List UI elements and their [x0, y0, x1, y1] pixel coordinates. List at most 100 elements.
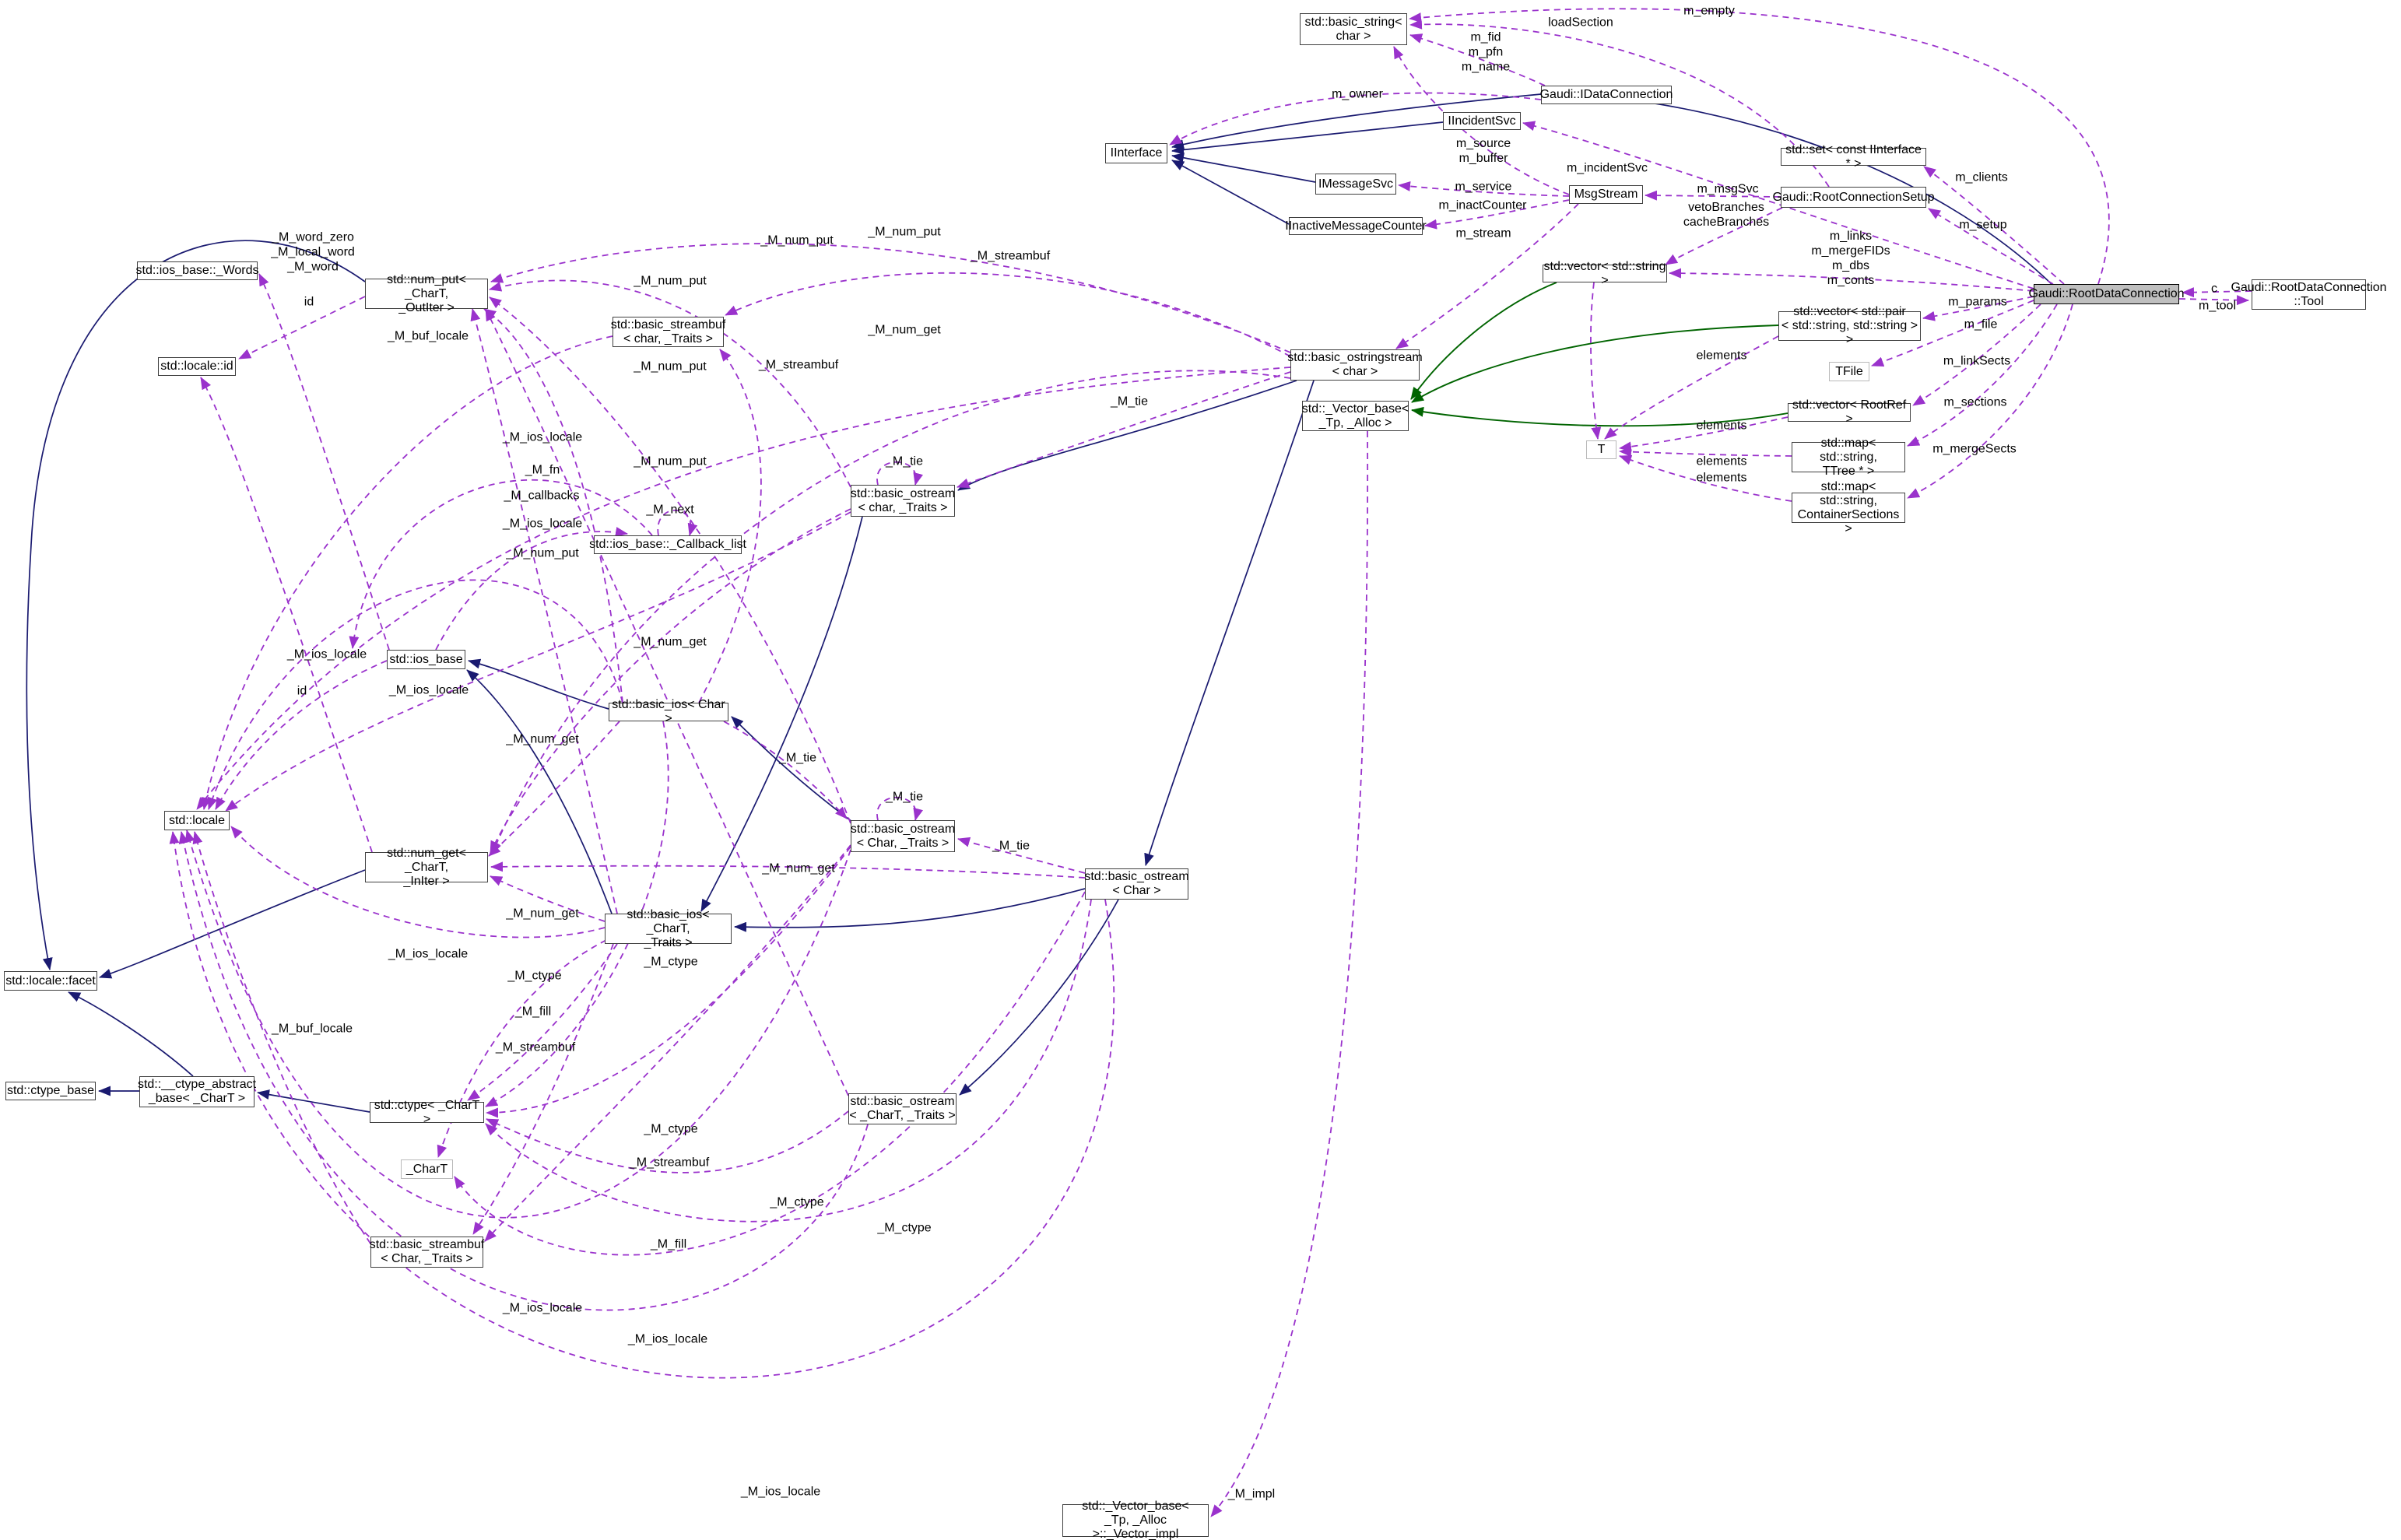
edge-iinactivemessagecounter-to-iinterface [1171, 160, 1290, 225]
edge-basic-ios-chart-to-ctype [467, 943, 618, 1101]
node-basic-string[interactable]: std::basic_string< char > [1300, 13, 1407, 45]
node-locale-id[interactable]: std::locale::id [158, 357, 236, 376]
edge-basic-ios-chart-to-ios-base [466, 669, 613, 914]
node-ios-base[interactable]: std::ios_base [387, 650, 465, 669]
edge-iincidentsvc-to-iinterface [1171, 121, 1444, 155]
edge-basic-ios-char-to-ostream-char-traits [723, 721, 848, 819]
edge-ostream-char-traits-to-ostream-char-traits [876, 797, 924, 821]
edge-rootconnectionsetup-to-msgstream [1645, 190, 1781, 201]
edge-ostream-chart-traits-to-ctype [486, 1110, 849, 1173]
edge-ostringstream-to-num-get [491, 370, 1291, 855]
node-ios-base-words[interactable]: std::ios_base::_Words [136, 261, 259, 280]
edge-rootdataconnection-to-iincidentsvc [1522, 121, 2034, 289]
edge-rootdataconnection-to-vector-string [1669, 268, 2034, 292]
edge-ostream-char-only-to-locale [169, 831, 1115, 1379]
edge-ostream-char-to-basic-ios-chart [700, 516, 863, 912]
node-ostream-char-only[interactable]: std::basic_ostream < Char > [1084, 868, 1189, 900]
edge-rootdataconnection-to-basic-string [1409, 8, 2110, 285]
edge-ostream-chart-traits-to-num-put [485, 308, 849, 1096]
edge-ostream-char-only-to-chart-param [454, 891, 1086, 1256]
node-vector-pair[interactable]: std::vector< std::pair < std::string, st… [1778, 305, 1921, 346]
node-vector-rootref[interactable]: std::vector< RootRef > [1788, 398, 1911, 426]
edge-basic-ios-chart-to-locale [230, 826, 606, 938]
node-rootdataconnection-tool[interactable]: Gaudi::RootDataConnection ::Tool [2231, 279, 2387, 310]
node-rootdataconnection[interactable]: Gaudi::RootDataConnection [2028, 284, 2185, 304]
node-ostringstream[interactable]: std::basic_ostringstream < char > [1287, 349, 1423, 381]
node-vector-impl[interactable]: std::_Vector_base< _Tp, _Alloc >::_Vecto… [1062, 1500, 1209, 1540]
edge-basic-ios-char-to-locale [207, 579, 623, 810]
node-ostream-chart-traits[interactable]: std::basic_ostream < _CharT, _Traits > [848, 1093, 957, 1124]
node-num-put[interactable]: std::num_put< _CharT, _OutIter > [365, 273, 488, 314]
edge-vector-pair-to-vector-base [1411, 324, 1779, 403]
node-imessagesvc[interactable]: IMessageSvc [1315, 174, 1396, 195]
node-chart-param[interactable]: _CharT [401, 1159, 453, 1179]
node-map-ttree[interactable]: std::map< std::string, TTree * > [1792, 437, 1905, 478]
edge-vector-string-to-vector-base [1410, 282, 1557, 400]
edge-ostream-char-only-to-basic-ios-chart [734, 888, 1086, 932]
node-basic-ios-chart[interactable]: std::basic_ios< _CharT, _Traits > [605, 908, 732, 949]
node-streambuf-chart[interactable]: std::basic_streambuf < Char, _Traits > [370, 1237, 484, 1268]
edge-basic-ios-chart-to-streambuf-chart [472, 943, 614, 1235]
node-idataconnection[interactable]: Gaudi::IDataConnection [1540, 86, 1673, 104]
node-basic-ios-char[interactable]: std::basic_ios< Char > [609, 698, 728, 725]
node-callback-list[interactable]: std::ios_base::_Callback_list [589, 535, 746, 554]
edge-ostream-char-traits-to-basic-ios-char [731, 716, 853, 823]
edge-ostringstream-to-ostream-char [957, 371, 1291, 489]
node-ctype[interactable]: std::ctype< _CharT > [370, 1099, 484, 1126]
edge-msgstream-to-imessagesvc [1398, 181, 1570, 197]
edge-streambuf-chart-to-locale [192, 831, 371, 1244]
node-vector-base[interactable]: std::_Vector_base< _Tp, _Alloc > [1302, 401, 1409, 431]
edge-num-put-to-locale-facet [26, 240, 366, 970]
node-rootconnectionsetup[interactable]: Gaudi::RootConnectionSetup [1772, 187, 1935, 208]
edge-msgstream-to-ostringstream [1395, 203, 1579, 349]
edge-rootdataconnection-to-map-containersections [1907, 303, 2073, 499]
node-ostream-char-traits[interactable]: std::basic_ostream < Char, _Traits > [851, 820, 955, 852]
node-iincidentsvc[interactable]: IIncidentSvc [1443, 112, 1521, 130]
edge-ostringstream-to-num-put [490, 243, 1291, 353]
node-iinterface[interactable]: IInterface [1105, 143, 1167, 163]
edge-vector-rootref-to-vector-base [1411, 406, 1788, 427]
edge-callback-list-to-ios-base [349, 479, 653, 649]
edge-streambuf-char-to-locale [201, 335, 613, 810]
edge-ctype-abstract-to-locale-facet [68, 991, 194, 1077]
node-msgstream[interactable]: MsgStream [1569, 185, 1643, 204]
edge-ostringstream-to-locale [196, 367, 1291, 810]
edge-ostream-char-traits-to-streambuf-chart [484, 844, 851, 1242]
node-vector-string[interactable]: std::vector< std::string > [1543, 259, 1667, 287]
node-ostream-char[interactable]: std::basic_ostream < char, _Traits > [851, 485, 955, 517]
node-streambuf-char[interactable]: std::basic_streambuf < char, _Traits > [611, 317, 725, 347]
node-locale-facet[interactable]: std::locale::facet [4, 971, 97, 991]
node-ctype-base[interactable]: std::ctype_base [5, 1082, 96, 1100]
node-set-iinterface[interactable]: std::set< const IInterface * > [1781, 143, 1926, 170]
edge-ostream-char-only-to-ostream-chart-traits [959, 899, 1119, 1096]
edge-ostream-char-to-locale [225, 511, 851, 812]
edge-ostream-char-only-to-ostream-char-traits [957, 837, 1086, 874]
edge-basic-ios-char-to-ios-base [468, 658, 609, 710]
edge-ostringstream-to-ostream-char [957, 380, 1297, 491]
edge-num-put-to-locale-id [238, 296, 366, 360]
edge-ostream-char-only-to-ctype [485, 899, 1092, 1223]
node-map-containersections[interactable]: std::map< std::string, ContainerSections… [1792, 480, 1905, 535]
node-iinactivemessagecounter[interactable]: IInactiveMessageCounter [1285, 217, 1427, 235]
edge-basic-ios-char-to-ctype [485, 721, 669, 1107]
edge-ios-base-to-callback-list [435, 527, 628, 651]
node-ctype-abstract[interactable]: std::__ctype_abstract _base< _CharT > [138, 1076, 256, 1107]
node-locale[interactable]: std::locale [164, 811, 230, 830]
edge-map-ttree-to-t-param [1619, 447, 1792, 458]
edge-ostream-char-traits-to-locale [184, 830, 851, 1219]
node-num-get[interactable]: std::num_get< _CharT, _InIter > [365, 847, 488, 888]
edge-idataconnection-to-iinterface [1169, 92, 1542, 146]
edge-idataconnection-to-iinterface [1171, 93, 1542, 149]
edge-rootdataconnection-to-tfile [1871, 300, 2034, 367]
node-t-param[interactable]: T [1586, 440, 1616, 459]
edge-vector-rootref-to-t-param [1619, 416, 1788, 452]
edge-msgstream-to-iinactivemessagecounter [1424, 199, 1570, 230]
edge-imessagesvc-to-iinterface [1171, 153, 1316, 183]
node-tfile[interactable]: TFile [1829, 362, 1869, 381]
edge-msgstream-to-basic-string [1393, 46, 1570, 195]
edge-ostream-char-to-ostream-char [876, 461, 924, 486]
edge-basic-ios-chart-to-num-get [490, 875, 606, 922]
edge-ostream-char-to-num-put [489, 279, 851, 488]
edge-vector-string-to-t-param [1590, 282, 1602, 440]
